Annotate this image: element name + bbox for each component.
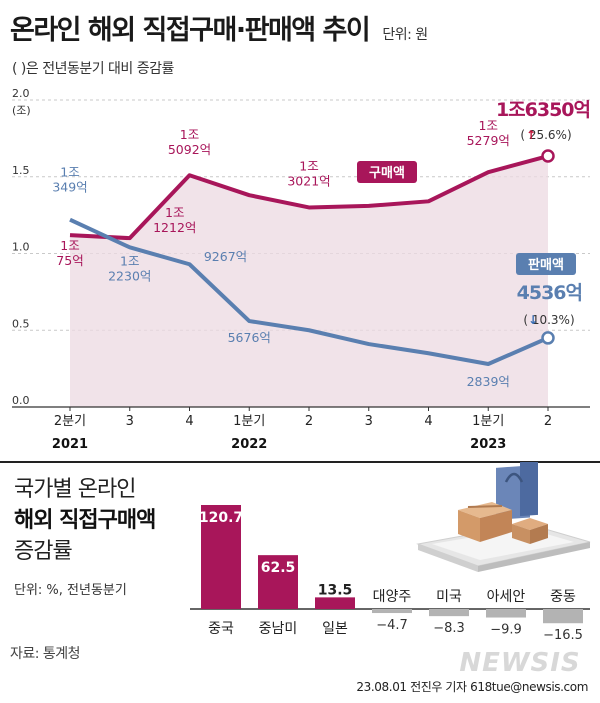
x-year-label: 2021 — [52, 437, 88, 452]
sales-badge-bg — [516, 253, 576, 275]
x-tick-label: 2 — [305, 414, 313, 429]
bar — [201, 505, 241, 609]
bar — [258, 555, 298, 609]
bar-value-label: 62.5 — [261, 560, 296, 576]
purchase-label: 1조 75억 — [56, 238, 83, 268]
bar — [372, 609, 412, 614]
purchase-latest-value: 1조6350억 — [496, 99, 590, 121]
bar-value-label: 120.7 — [199, 510, 243, 526]
page-title: 온라인 해외 직접구매·판매액 추이 — [10, 15, 371, 46]
sales-latest-value: 4536억 — [517, 282, 582, 304]
bar — [486, 609, 526, 618]
purchase-change: ( 25.6%) — [520, 128, 571, 142]
y-tick-label: 0.5 — [12, 317, 30, 330]
purchase-label-line: 3021억 — [287, 173, 330, 188]
purchase-label: 1조 1212억 — [153, 205, 196, 235]
sales-label: 1조 349억 — [52, 165, 87, 195]
sales-label-line: 1조 — [120, 253, 139, 268]
sales-line-end-point — [541, 331, 555, 345]
bar-title-line: 국가별 온라인 — [14, 477, 135, 502]
purchase-badge-bg — [357, 161, 417, 183]
down-arrow-icon: ↓ — [528, 313, 538, 327]
bar-title-line: 증감률 — [14, 539, 72, 564]
up-arrow-icon: ↑ — [526, 128, 536, 142]
y-tick-label: 1.0 — [12, 241, 30, 254]
purchase-line — [69, 154, 549, 241]
change-note: ( )은 전년동분기 대비 증감률 — [12, 61, 174, 77]
sales-label: 1조 2230억 — [108, 253, 151, 283]
purchase-label-line: 5092억 — [168, 142, 211, 157]
sales-badge: 판매액 — [528, 257, 564, 273]
sales-label: 9267억 — [204, 249, 247, 264]
sales-label-line: 349억 — [52, 180, 87, 195]
bar — [429, 609, 469, 617]
bar-title-line: 해외 직접구매액 — [14, 508, 155, 533]
bar-category-label: 중남미 — [259, 621, 298, 637]
header: 온라인 해외 직접구매·판매액 추이 단위: 원 — [10, 8, 590, 47]
sales-label-line: 2230억 — [108, 268, 151, 283]
sales-change: ( 10.3%) — [523, 313, 574, 327]
purchase-area — [70, 156, 548, 407]
section-divider — [0, 461, 600, 463]
bar-unit-label: 단위: %, 전년동분기 — [14, 583, 127, 598]
line-chart: 0.0 0.5 1.0 1.5 2.0 (조) 2분기 2021 3 4 1분기 2022 2 3 4 1분기… — [12, 87, 591, 452]
source-label: 자료: 통계청 — [10, 646, 81, 662]
x-tick-label: 1분기 — [233, 414, 265, 429]
purchase-label-line: 5279억 — [467, 133, 510, 148]
sales-label-line: 9267억 — [204, 249, 247, 264]
bar-category-label: 아세안 — [487, 589, 526, 605]
purchase-label: 1조 3021억 — [287, 158, 330, 188]
purchase-label-line: 75억 — [56, 253, 83, 268]
purchase-label-line: 1조 — [299, 158, 318, 173]
purchase-label: 1조 5279억 — [467, 118, 510, 148]
bar-category-label: 중국 — [208, 621, 234, 637]
x-tick-label: 4 — [424, 414, 432, 429]
purchase-label-line: 1조 — [60, 238, 79, 253]
sales-label: 2839억 — [467, 374, 510, 389]
purchase-badge: 구매액 — [369, 166, 405, 181]
purchase-label-line: 1212억 — [153, 220, 196, 235]
bar-value-label: −8.3 — [433, 621, 465, 636]
y-tick-label: 0.0 — [12, 394, 30, 407]
x-tick-label: 4 — [185, 414, 193, 429]
purchase-label-line: 1조 — [180, 127, 199, 142]
sales-line — [69, 217, 549, 367]
purchase-label-line: 1조 — [165, 205, 184, 220]
unit-label: 단위: 원 — [382, 27, 428, 43]
bar-value-label: 13.5 — [318, 582, 353, 598]
y-tick-label: 2.0 — [12, 87, 30, 100]
sales-label-line: 1조 — [60, 165, 79, 180]
bar — [315, 597, 355, 609]
purchase-label-line: 1조 — [479, 118, 498, 133]
purchase-line-end-point — [541, 149, 555, 163]
x-year-label: 2022 — [231, 437, 267, 452]
bar-value-label: −9.9 — [490, 623, 522, 638]
x-tick-label: 1분기 — [472, 414, 504, 429]
sales-label-line: 5676억 — [228, 330, 271, 345]
credit-label: 23.08.01 전진우 기자 618tue@newsis.com — [356, 680, 588, 694]
x-tick-label: 2 — [544, 414, 552, 429]
bar-category-label: 일본 — [322, 621, 348, 637]
bar-category-label: 중동 — [550, 589, 576, 605]
sales-label: 5676억 — [228, 330, 271, 345]
x-tick-label: 2분기 — [54, 414, 86, 429]
x-tick-label: 3 — [126, 414, 134, 429]
smartphone-shopping-icon — [416, 462, 591, 572]
x-tick-label: 3 — [365, 414, 373, 429]
y-tick-label: 1.5 — [12, 164, 30, 177]
watermark: NEWSIS — [459, 648, 580, 678]
bar-category-label: 대양주 — [373, 589, 412, 605]
purchase-label: 1조 5092억 — [168, 127, 211, 157]
bar — [543, 609, 583, 624]
sales-label-line: 2839억 — [467, 374, 510, 389]
bar-value-label: −16.5 — [543, 628, 583, 643]
y-axis-label: (조) — [12, 104, 31, 117]
phone-illustration — [416, 462, 591, 572]
bar-value-label: −4.7 — [376, 618, 408, 633]
x-year-label: 2023 — [470, 437, 506, 452]
bar-category-label: 미국 — [436, 589, 462, 605]
